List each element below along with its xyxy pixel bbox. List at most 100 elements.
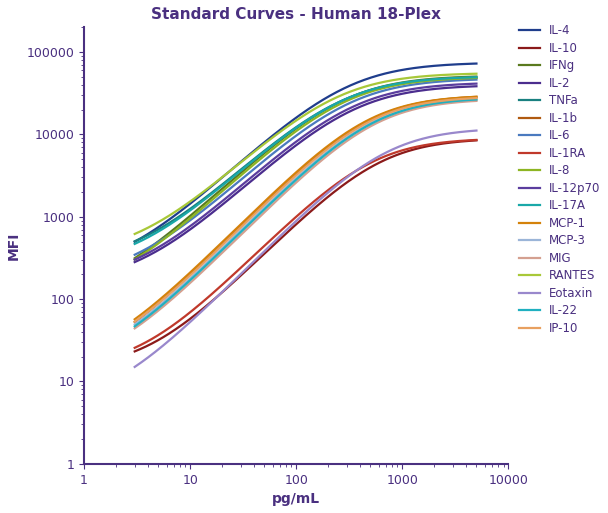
IL-1RA xyxy=(132,344,139,350)
TNFa xyxy=(334,100,342,106)
IL-4 xyxy=(340,85,348,91)
IL-8 xyxy=(334,102,342,108)
Y-axis label: MFI: MFI xyxy=(7,231,21,260)
IL-12p70 xyxy=(132,256,139,262)
TNFa xyxy=(419,77,426,84)
MIG xyxy=(473,98,480,104)
IL-6 xyxy=(473,76,480,83)
Line: Eotaxin: Eotaxin xyxy=(135,131,477,367)
IL-6 xyxy=(131,252,139,258)
IFNg xyxy=(473,73,480,80)
MIG xyxy=(334,144,342,150)
Line: IL-8: IL-8 xyxy=(135,78,477,260)
Eotaxin xyxy=(334,181,342,187)
Line: IL-10: IL-10 xyxy=(135,141,477,351)
MIG xyxy=(340,140,348,146)
IP-10 xyxy=(132,318,139,324)
MCP-1 xyxy=(131,316,139,322)
IL-1b xyxy=(340,133,348,139)
IL-1b xyxy=(441,96,448,103)
MCP-3 xyxy=(333,141,340,147)
IL-22 xyxy=(473,96,480,103)
RANTES xyxy=(131,231,139,237)
IL-17A xyxy=(473,74,480,80)
RANTES xyxy=(473,71,480,77)
Eotaxin xyxy=(473,128,480,134)
IL-22 xyxy=(333,143,340,149)
Line: IL-6: IL-6 xyxy=(135,80,477,255)
MCP-1 xyxy=(334,135,342,142)
RANTES xyxy=(419,73,426,80)
IL-1b xyxy=(419,100,426,106)
Line: IL-22: IL-22 xyxy=(135,100,477,326)
IL-8 xyxy=(333,103,340,109)
Eotaxin xyxy=(441,131,448,137)
IL-17A xyxy=(340,97,348,103)
IL-1RA xyxy=(441,139,448,145)
IL-6 xyxy=(441,78,448,84)
MCP-1 xyxy=(441,96,448,102)
IL-10 xyxy=(334,186,342,192)
Line: MCP-1: MCP-1 xyxy=(135,97,477,319)
MIG xyxy=(333,145,340,151)
IL-1RA xyxy=(473,137,480,143)
IL-4 xyxy=(441,62,448,68)
Legend: IL-4, IL-10, IFNg, IL-2, TNFa, IL-1b, IL-6, IL-1RA, IL-8, IL-12p70, IL-17A, MCP-: IL-4, IL-10, IFNg, IL-2, TNFa, IL-1b, IL… xyxy=(519,25,601,334)
IL-17A xyxy=(132,240,139,246)
IL-6 xyxy=(334,106,342,112)
IL-17A xyxy=(333,100,340,106)
Title: Standard Curves - Human 18-Plex: Standard Curves - Human 18-Plex xyxy=(151,7,441,22)
IL-2 xyxy=(131,259,139,265)
Line: IL-1RA: IL-1RA xyxy=(135,140,477,348)
IP-10 xyxy=(419,101,426,107)
MCP-3 xyxy=(419,102,426,108)
Line: IP-10: IP-10 xyxy=(135,98,477,322)
IL-12p70 xyxy=(334,111,342,117)
IL-17A xyxy=(334,100,342,106)
TNFa xyxy=(131,238,139,244)
MCP-1 xyxy=(333,136,340,142)
Eotaxin xyxy=(333,182,340,188)
Line: IL-12p70: IL-12p70 xyxy=(135,84,477,260)
IL-10 xyxy=(473,137,480,144)
IL-12p70 xyxy=(473,81,480,87)
IL-1RA xyxy=(419,143,426,149)
Line: IL-17A: IL-17A xyxy=(135,77,477,244)
IL-22 xyxy=(132,323,139,329)
IL-2 xyxy=(441,85,448,91)
IL-2 xyxy=(132,259,139,265)
Eotaxin xyxy=(131,364,139,370)
Line: IFNg: IFNg xyxy=(135,76,477,258)
IP-10 xyxy=(441,97,448,104)
IL-22 xyxy=(334,142,342,148)
IL-22 xyxy=(131,323,139,329)
IL-10 xyxy=(132,348,139,354)
Eotaxin xyxy=(419,135,426,142)
IFNg xyxy=(340,97,348,103)
RANTES xyxy=(340,91,348,97)
IL-1RA xyxy=(131,345,139,351)
IFNg xyxy=(132,254,139,261)
IL-1b xyxy=(333,137,340,144)
TNFa xyxy=(340,97,348,103)
IL-4 xyxy=(334,88,342,94)
MIG xyxy=(441,101,448,107)
IL-4 xyxy=(132,238,139,244)
IP-10 xyxy=(334,138,342,144)
MCP-3 xyxy=(132,321,139,327)
IP-10 xyxy=(131,319,139,325)
Line: MCP-3: MCP-3 xyxy=(135,100,477,324)
IL-12p70 xyxy=(441,82,448,88)
IP-10 xyxy=(473,95,480,101)
IP-10 xyxy=(333,139,340,145)
MCP-1 xyxy=(340,131,348,137)
IL-2 xyxy=(340,111,348,117)
IL-1RA xyxy=(340,175,348,182)
Eotaxin xyxy=(132,363,139,369)
IL-22 xyxy=(340,137,348,144)
IL-8 xyxy=(132,256,139,262)
IL-10 xyxy=(419,144,426,150)
RANTES xyxy=(441,72,448,78)
IFNg xyxy=(333,101,340,107)
IFNg xyxy=(334,100,342,106)
